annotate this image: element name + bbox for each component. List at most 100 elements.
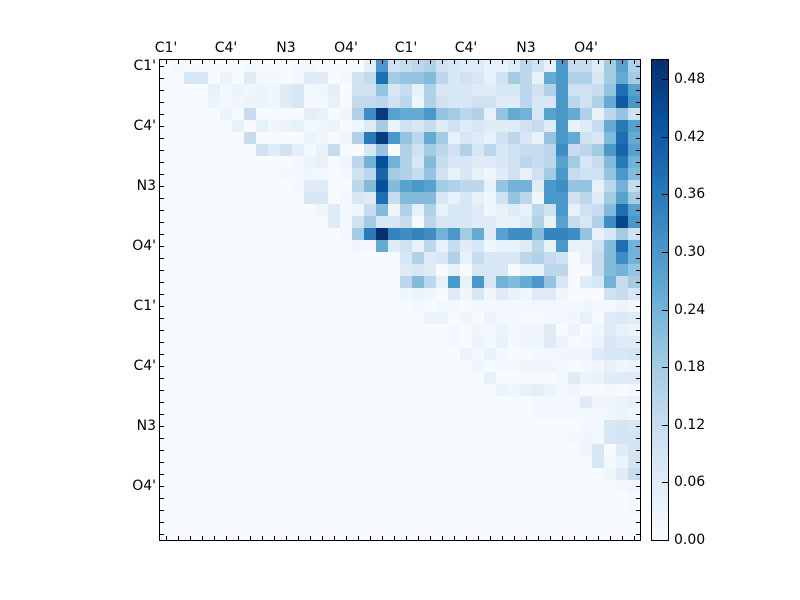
heatmap-cell: [316, 168, 328, 180]
heatmap-cell: [352, 420, 364, 432]
heatmap-cell: [208, 120, 220, 132]
heatmap-cell: [328, 72, 340, 84]
heatmap-cell: [556, 288, 568, 300]
heatmap-cell: [544, 300, 556, 312]
heatmap-cell: [412, 528, 424, 540]
heatmap-cell: [208, 84, 220, 96]
heatmap-cell: [580, 360, 592, 372]
heatmap-cell: [568, 432, 580, 444]
heatmap-cell: [160, 84, 172, 96]
heatmap-cell: [460, 228, 472, 240]
heatmap-cell: [436, 180, 448, 192]
heatmap-cell: [556, 324, 568, 336]
heatmap-cell: [508, 384, 520, 396]
heatmap-cell: [604, 84, 616, 96]
axis-tick: [178, 536, 179, 540]
heatmap-cell: [400, 468, 412, 480]
heatmap-cell: [544, 336, 556, 348]
heatmap-cell: [604, 120, 616, 132]
axis-tick: [636, 318, 640, 319]
heatmap-cell: [196, 108, 208, 120]
heatmap-cell: [520, 516, 532, 528]
heatmap-cell: [628, 192, 640, 204]
heatmap-cell: [532, 228, 544, 240]
heatmap-cell: [424, 300, 436, 312]
heatmap-cell: [472, 60, 484, 72]
heatmap-cell: [316, 396, 328, 408]
heatmap-cell: [340, 204, 352, 216]
heatmap-cell: [208, 384, 220, 396]
heatmap-cell: [388, 156, 400, 168]
heatmap-cell: [160, 480, 172, 492]
heatmap-cell: [532, 480, 544, 492]
colorbar-tick-label: 0.12: [674, 416, 706, 433]
heatmap-cell: [472, 324, 484, 336]
heatmap-cell: [436, 204, 448, 216]
heatmap-cell: [328, 156, 340, 168]
heatmap-cell: [532, 108, 544, 120]
heatmap-cell: [580, 96, 592, 108]
axis-tick: [160, 222, 164, 223]
heatmap-cell: [292, 480, 304, 492]
heatmap-cell: [556, 444, 568, 456]
axis-tick: [636, 474, 640, 475]
heatmap-cell: [340, 168, 352, 180]
heatmap-cell: [220, 336, 232, 348]
heatmap-cell: [160, 432, 172, 444]
heatmap-cell: [472, 312, 484, 324]
heatmap-cell: [604, 456, 616, 468]
heatmap-cell: [448, 528, 460, 540]
axis-tick: [636, 90, 640, 91]
heatmap-cell: [352, 408, 364, 420]
heatmap-cell: [532, 96, 544, 108]
heatmap-cell: [256, 336, 268, 348]
heatmap-cell: [220, 384, 232, 396]
heatmap-cell: [556, 120, 568, 132]
axis-tick: [160, 174, 164, 175]
heatmap-cell: [376, 264, 388, 276]
heatmap-cell: [604, 192, 616, 204]
axis-tick: [160, 378, 164, 379]
heatmap-cell: [604, 60, 616, 72]
heatmap-cell: [328, 384, 340, 396]
heatmap-cell: [604, 228, 616, 240]
heatmap-cell: [448, 384, 460, 396]
axis-tick: [636, 306, 640, 307]
heatmap-cell: [172, 156, 184, 168]
heatmap-cell: [592, 408, 604, 420]
heatmap-cell: [580, 132, 592, 144]
heatmap-cell: [376, 96, 388, 108]
heatmap-cell: [436, 420, 448, 432]
heatmap-cell: [256, 456, 268, 468]
heatmap-cell: [544, 120, 556, 132]
heatmap-cell: [508, 216, 520, 228]
axis-tick: [502, 60, 503, 64]
axis-tick: [636, 534, 640, 535]
heatmap-cell: [304, 132, 316, 144]
heatmap-cell: [208, 420, 220, 432]
heatmap-cell: [256, 288, 268, 300]
heatmap-cell: [616, 444, 628, 456]
axis-tick: [598, 60, 599, 64]
heatmap-cell: [184, 444, 196, 456]
heatmap-cell: [352, 192, 364, 204]
heatmap-cell: [316, 132, 328, 144]
colorbar-tick-label: 0.06: [674, 474, 706, 491]
heatmap-cell: [568, 372, 580, 384]
heatmap-cell: [472, 444, 484, 456]
axis-tick: [636, 222, 640, 223]
heatmap-cell: [328, 516, 340, 528]
heatmap-cell: [220, 444, 232, 456]
heatmap-cell: [316, 312, 328, 324]
heatmap-cell: [196, 60, 208, 72]
heatmap-cell: [424, 468, 436, 480]
heatmap-cell: [448, 288, 460, 300]
heatmap-cell: [448, 492, 460, 504]
heatmap-cell: [412, 312, 424, 324]
heatmap-cell: [220, 360, 232, 372]
axis-tick: [226, 60, 227, 64]
heatmap-cell: [256, 360, 268, 372]
heatmap-cell: [376, 204, 388, 216]
heatmap-cell: [580, 252, 592, 264]
heatmap-cell: [292, 180, 304, 192]
